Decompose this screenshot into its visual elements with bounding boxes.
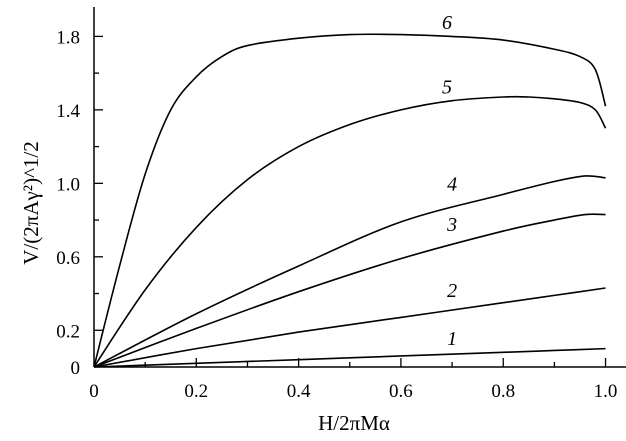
curve-label-6: 6: [442, 12, 452, 34]
curve-label-2: 2: [447, 280, 457, 302]
x-tick-label: 0.4: [287, 381, 311, 402]
x-tick-label: 0: [89, 381, 99, 402]
y-tick-label: 1.0: [56, 174, 80, 195]
y-axis-label: V/(2πAγ²)^1/2: [19, 141, 43, 265]
curve-5: [93, 95, 607, 368]
y-tick-label: 1.4: [56, 101, 80, 122]
curve-label-5: 5: [442, 76, 452, 98]
y-tick-label: 0.6: [56, 248, 80, 269]
x-axis-label: H/2πMα: [318, 411, 390, 435]
y-tick-label: 0.2: [56, 321, 80, 342]
x-tick-label: 0.2: [184, 381, 208, 402]
curve-3: [93, 213, 606, 368]
curve-labels: 1 2 3 4 5 6: [442, 12, 457, 350]
x-tick-label: 1.0: [594, 381, 618, 402]
axes: [93, 7, 626, 368]
x-tick-label: 0.8: [491, 381, 515, 402]
ticks: 0 0.2 0.4 0.6 0.8 1.0 0 0.2 0.6 1.0 1.4 1.8: [56, 27, 617, 402]
curve-1: [93, 347, 606, 368]
y-tick-label: 0: [71, 358, 81, 379]
curve-6: [93, 33, 607, 368]
y-tick-label: 1.8: [56, 27, 80, 48]
curve-label-4: 4: [447, 174, 457, 196]
curves: [93, 33, 607, 368]
curve-4: [93, 175, 606, 368]
curve-label-1: 1: [447, 328, 457, 350]
curve-2: [93, 287, 606, 368]
x-tick-label: 0.6: [389, 381, 413, 402]
curve-label-3: 3: [446, 214, 457, 236]
